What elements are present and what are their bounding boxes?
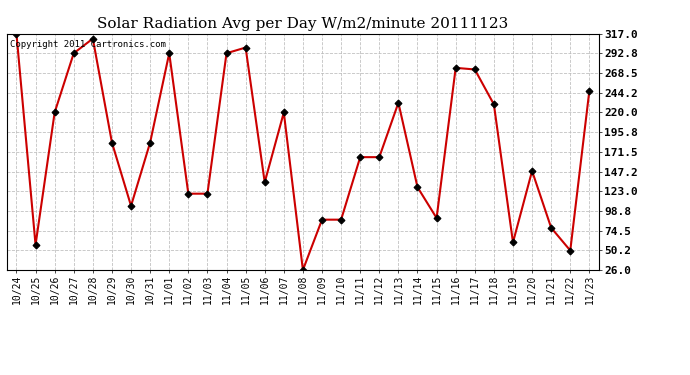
Text: Copyright 2011 Cartronics.com: Copyright 2011 Cartronics.com bbox=[10, 40, 166, 49]
Title: Solar Radiation Avg per Day W/m2/minute 20111123: Solar Radiation Avg per Day W/m2/minute … bbox=[97, 17, 509, 31]
